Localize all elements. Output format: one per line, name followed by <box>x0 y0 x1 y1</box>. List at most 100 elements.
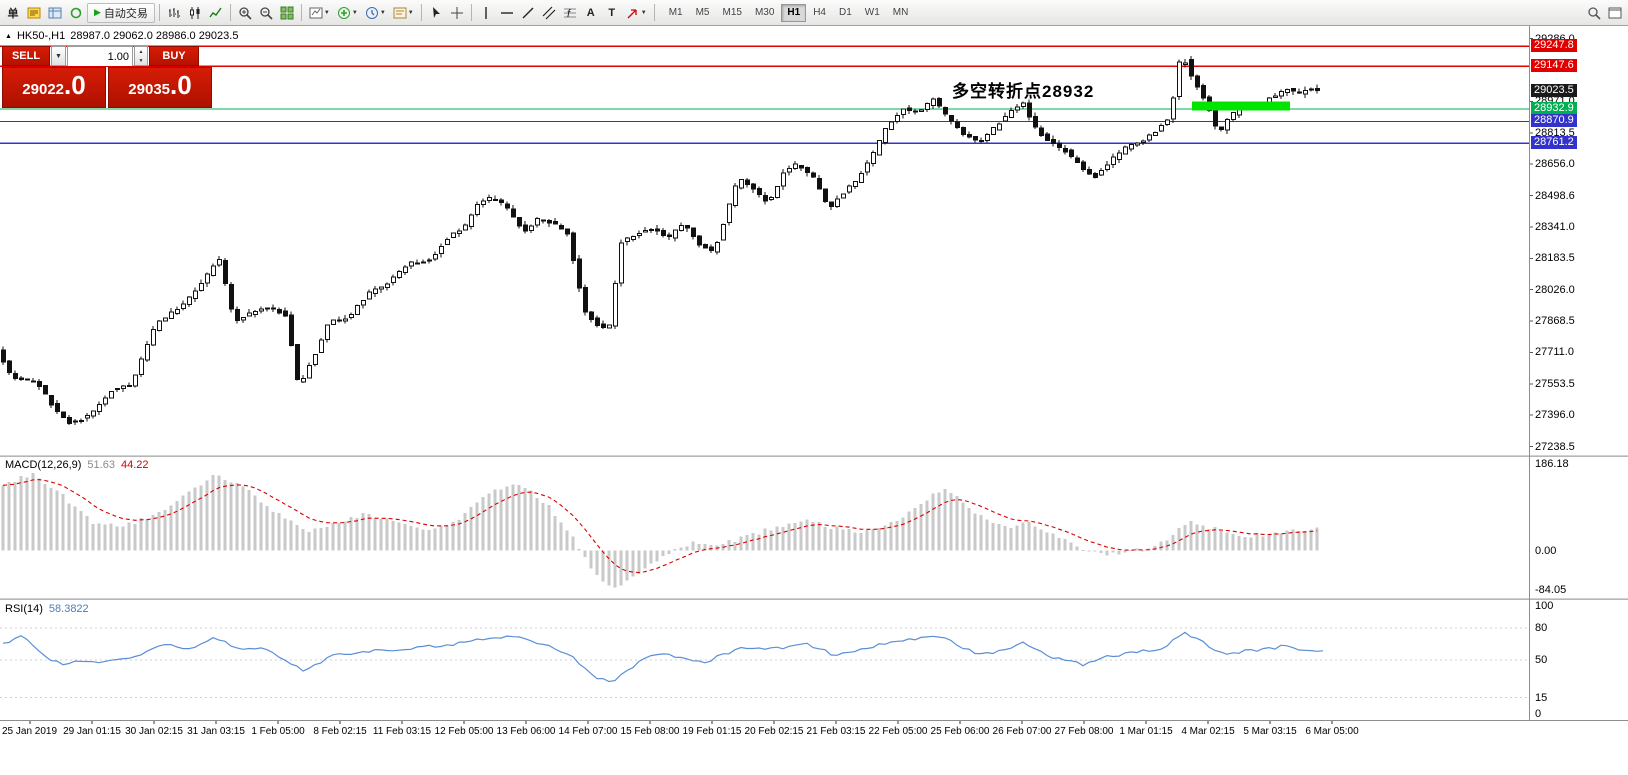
chevron-down-icon: ▼ <box>55 52 62 60</box>
rsi-axis-label: 50 <box>1535 654 1548 666</box>
level-price-badge: 28761.2 <box>1531 136 1577 150</box>
time-tick-label: 20 Feb 02:15 <box>744 726 804 737</box>
timeframe-h1[interactable]: H1 <box>781 3 807 22</box>
zoom-in-icon[interactable] <box>235 3 255 23</box>
add-indicator-icon[interactable]: ▼ <box>334 3 361 23</box>
time-tick-label: 14 Feb 07:00 <box>558 726 618 737</box>
timeframe-bar: M1 M5 M15 M30 H1 H4 D1 W1 MN <box>663 3 915 22</box>
new-chart-icon[interactable] <box>1605 3 1625 23</box>
sell-button[interactable]: SELL <box>2 46 50 66</box>
timeframe-m1[interactable]: M1 <box>668 7 683 18</box>
order-type-dropdown[interactable]: ▼ <box>51 46 66 66</box>
rsi-value: 58.3822 <box>48 603 89 615</box>
order-menu-button[interactable]: 单 <box>7 7 19 20</box>
price-axis[interactable]: 29286.028971.028813.528656.028498.628341… <box>1531 0 1628 775</box>
text-label-icon[interactable]: T <box>608 6 616 19</box>
refresh-icon[interactable] <box>66 3 86 23</box>
timeframe-m15[interactable]: M15 <box>722 7 742 18</box>
chart-header: ▲ HK50-,H1 28987.0 29062.0 28986.0 29023… <box>5 30 238 42</box>
horizontal-line-icon[interactable] <box>497 3 517 23</box>
time-tick-label: 13 Feb 06:00 <box>496 726 556 737</box>
volume-stepper[interactable]: ▲ ▼ <box>134 46 148 66</box>
buy-button[interactable]: BUY <box>149 46 199 66</box>
time-tick-label: 1 Mar 01:15 <box>1119 726 1173 737</box>
time-tick-label: 5 Mar 03:15 <box>1243 726 1297 737</box>
cursor-icon[interactable] <box>426 3 446 23</box>
trendline-icon[interactable] <box>518 3 538 23</box>
template-icon[interactable]: ▼ <box>390 3 417 23</box>
level-price-badge: 28870.9 <box>1531 114 1577 128</box>
rsi-name: RSI(14) <box>5 603 43 615</box>
chevron-down-icon: ▼ <box>640 9 647 16</box>
chevron-down-icon: ▼ <box>351 9 358 16</box>
toolbar-separator <box>420 4 422 21</box>
price-axis-border <box>1529 26 1530 720</box>
time-tick-label: 25 Jan 2019 <box>2 726 58 737</box>
time-tick-label: 31 Jan 03:15 <box>187 726 245 737</box>
chart-shift-icon[interactable]: ▼ <box>306 3 333 23</box>
rsi-axis-label: 15 <box>1535 691 1548 704</box>
market-watch-icon[interactable] <box>45 3 65 23</box>
price-tick-label: 27396.0 <box>1535 409 1575 422</box>
fibonacci-icon[interactable]: f <box>560 3 580 23</box>
symbol-arrow-icon: ▲ <box>5 32 12 40</box>
sell-price-box[interactable]: 29022 .0 <box>2 67 106 108</box>
svg-text:f: f <box>567 8 571 20</box>
panel-separator-rsi[interactable] <box>0 598 1628 600</box>
timeframe-m5[interactable]: M5 <box>695 7 710 18</box>
timeframe-h4[interactable]: H4 <box>813 7 826 18</box>
line-chart-icon[interactable] <box>206 3 226 23</box>
timeframe-d1[interactable]: D1 <box>839 7 852 18</box>
stepper-up-icon[interactable]: ▲ <box>138 48 144 55</box>
bar-chart-icon[interactable] <box>164 3 184 23</box>
time-tick-label: 30 Jan 02:15 <box>125 726 183 737</box>
new-order-icon[interactable] <box>24 3 44 23</box>
vertical-line-icon[interactable] <box>476 3 496 23</box>
stepper-down-icon[interactable]: ▼ <box>138 57 144 64</box>
macd-main-value: 51.63 <box>87 459 115 471</box>
timeframe-m30[interactable]: M30 <box>754 7 775 18</box>
chevron-down-icon: ▼ <box>407 9 414 16</box>
time-tick-label: 25 Feb 06:00 <box>930 726 990 737</box>
chevron-down-icon: ▼ <box>379 9 386 16</box>
sell-price: 29022 <box>22 81 65 98</box>
time-tick-label: 26 Feb 07:00 <box>992 726 1052 737</box>
time-tick-label: 6 Mar 05:00 <box>1305 726 1359 737</box>
panel-separator-macd[interactable] <box>0 455 1628 457</box>
rsi-axis-label: 0 <box>1535 707 1542 720</box>
price-tick-label: 28341.0 <box>1535 220 1575 233</box>
zoom-out-icon[interactable] <box>256 3 276 23</box>
auto-trading-label: 自动交易 <box>103 7 148 20</box>
time-tick-label: 4 Mar 02:15 <box>1181 726 1235 737</box>
time-tick-label: 11 Feb 03:15 <box>372 726 432 737</box>
toolbar-separator <box>653 4 655 21</box>
crosshair-icon[interactable] <box>447 3 467 23</box>
search-icon[interactable] <box>1584 3 1604 23</box>
macd-label: MACD(12,26,9) 51.63 44.22 <box>5 459 148 471</box>
buy-price-box[interactable]: 29035 .0 <box>108 67 212 108</box>
price-tick-label: 27238.5 <box>1535 440 1575 453</box>
time-axis[interactable]: 25 Jan 2019 29 Jan 01:15 30 Jan 02:15 31 Ja… <box>0 721 1530 747</box>
period-clock-icon[interactable]: ▼ <box>362 3 389 23</box>
equidistant-channel-icon[interactable] <box>539 3 559 23</box>
time-tick-label: 15 Feb 08:00 <box>620 726 680 737</box>
tile-windows-icon[interactable] <box>277 3 297 23</box>
toolbar-separator <box>470 4 472 21</box>
current-price-badge: 29023.5 <box>1531 84 1577 98</box>
text-tool-icon[interactable]: A <box>586 6 595 19</box>
time-tick-label: 1 Feb 05:00 <box>251 726 305 737</box>
arrows-tool-icon[interactable]: ▼ <box>623 3 650 23</box>
timeframe-w1[interactable]: W1 <box>864 7 880 18</box>
volume-input[interactable] <box>68 48 132 66</box>
price-tick-label: 27868.5 <box>1535 315 1575 328</box>
level-price-badge: 29147.6 <box>1531 59 1577 73</box>
rsi-axis-label: 80 <box>1535 621 1548 634</box>
auto-trading-button[interactable]: ▶ 自动交易 <box>87 2 155 23</box>
price-tick-label: 28656.0 <box>1535 158 1575 171</box>
candlestick-chart-icon[interactable] <box>185 3 205 23</box>
play-icon: ▶ <box>94 7 101 17</box>
timeframe-mn[interactable]: MN <box>892 7 909 18</box>
price-tick-label: 28813.5 <box>1535 126 1575 139</box>
